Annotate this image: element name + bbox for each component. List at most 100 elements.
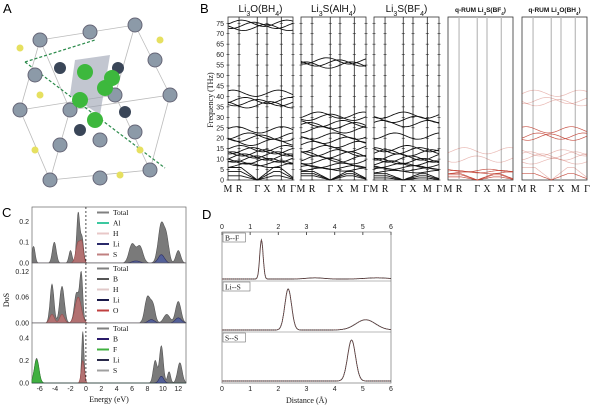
band-line xyxy=(227,19,294,27)
title-part: Li xyxy=(239,4,247,15)
k-point-label: Γ xyxy=(584,184,590,195)
band-line xyxy=(521,99,588,107)
legend-label: Total xyxy=(113,264,128,273)
band-line xyxy=(374,173,440,181)
sulfur-atom xyxy=(82,24,98,40)
y-tick-label: 65 xyxy=(216,42,224,49)
label-box xyxy=(222,232,246,243)
sulfur-atom xyxy=(12,102,28,118)
band-line xyxy=(227,145,294,153)
band-line xyxy=(521,158,588,165)
title-part: 4 xyxy=(420,11,424,18)
band-line xyxy=(300,126,367,134)
title-part: O(BH xyxy=(559,7,576,14)
x-tick-label: 10 xyxy=(159,386,167,393)
title-part: 4 xyxy=(349,11,353,18)
k-point-label: M xyxy=(571,184,580,195)
fluorine-atom xyxy=(87,112,103,128)
title-part: O(BH xyxy=(250,4,275,15)
band-line xyxy=(227,147,294,155)
arrow xyxy=(24,39,96,63)
legend-label: O xyxy=(113,306,119,315)
band-line xyxy=(227,155,294,163)
dos-subplot: 0.0 0.2 0.4 Total BF LiS xyxy=(19,322,187,388)
legend-label: H xyxy=(113,229,119,238)
title-part: q-RUM Li xyxy=(455,7,484,14)
y-tick-label: 0.2 xyxy=(19,358,29,365)
k-point-label: Γ xyxy=(290,184,296,195)
band-line xyxy=(522,173,588,181)
hydrogen-atom xyxy=(16,44,24,52)
y-tick-label: 0.1 xyxy=(19,240,29,247)
x-tick-label-top: 2 xyxy=(276,224,280,231)
x-tick-label-top: 4 xyxy=(333,224,337,231)
x-tick-label: -2 xyxy=(67,386,73,393)
y-tick-label: 55 xyxy=(216,63,224,70)
x-tick-label-top: 6 xyxy=(389,224,393,231)
sulfur-atom xyxy=(127,17,143,33)
y-tick-label: 60 xyxy=(216,52,224,59)
band-line xyxy=(447,155,514,163)
label-box xyxy=(222,281,251,292)
title-part: 4 xyxy=(501,11,504,16)
band-line xyxy=(521,133,588,141)
k-point-label: M xyxy=(277,184,286,195)
band-line xyxy=(447,168,513,173)
band-line xyxy=(521,97,588,105)
title-part: 3 xyxy=(246,11,250,18)
title-part: S(AlH xyxy=(323,4,349,15)
title-part: Li xyxy=(311,4,319,15)
band-subplot: Li3S(AlH4)M R Γ X M Γ xyxy=(297,4,370,195)
title-part: q-RUM Li xyxy=(528,7,557,14)
band-line xyxy=(300,162,367,169)
subplot-title: Li3O(BH4) xyxy=(239,4,283,18)
band-line xyxy=(227,97,294,105)
k-point-label: M xyxy=(518,184,527,195)
x-tick-label: 2 xyxy=(99,386,103,393)
cell-edge xyxy=(39,39,71,111)
k-point-label: X xyxy=(409,184,417,195)
hydrogen-atom xyxy=(116,171,124,179)
band-line xyxy=(300,155,367,163)
band-line xyxy=(373,145,440,153)
cell-edge xyxy=(149,94,171,171)
fluorine-atom xyxy=(77,64,93,80)
subplot-title: Li3S(BF4) xyxy=(386,4,428,18)
y-tick-label: 35 xyxy=(216,104,224,111)
sulfur-atom xyxy=(127,124,143,140)
label-box xyxy=(222,332,246,343)
rdf-curve-dashed xyxy=(222,339,391,382)
legend-label: H xyxy=(113,285,119,294)
x-tick-label: 6 xyxy=(389,386,393,393)
band-line xyxy=(373,149,440,157)
title-part: S(BF xyxy=(486,7,501,14)
k-point-label: X xyxy=(483,184,491,195)
y-tick-label: 0.00 xyxy=(15,321,29,328)
sulfur-atom xyxy=(62,102,78,118)
x-axis-label: Energy (eV) xyxy=(89,395,129,404)
title-part: ) xyxy=(353,4,356,15)
rdf-panels: B--F Li--S S--S 0 0 1 1 2 2 3 3 4 4 5 5 6 6 Distance (Å) xyxy=(220,224,393,405)
legend-label: B xyxy=(113,275,118,284)
k-point-label: R xyxy=(236,184,243,195)
y-tick-label: 0.06 xyxy=(15,295,29,302)
k-point-label: Γ xyxy=(363,184,369,195)
x-axis-label: Distance (Å) xyxy=(286,396,327,405)
sulfur-atom xyxy=(147,52,163,68)
title-part: S(BF xyxy=(397,4,420,15)
cell-edge xyxy=(69,94,171,111)
x-tick-label: 1 xyxy=(248,386,252,393)
band-line xyxy=(373,165,439,170)
sulfur-atom xyxy=(52,137,68,153)
k-point-label: M xyxy=(297,184,306,195)
band-line xyxy=(373,132,440,140)
k-point-label: Γ xyxy=(436,184,442,195)
legend-label: Al xyxy=(113,219,121,228)
band-line xyxy=(373,111,440,119)
legend-label: Li xyxy=(113,296,120,305)
band-line xyxy=(300,157,367,165)
band-line xyxy=(300,140,367,149)
dos-subplot: 0.0 0.1 0.2 Total AlH LiS xyxy=(19,206,187,268)
band-line xyxy=(228,175,294,181)
